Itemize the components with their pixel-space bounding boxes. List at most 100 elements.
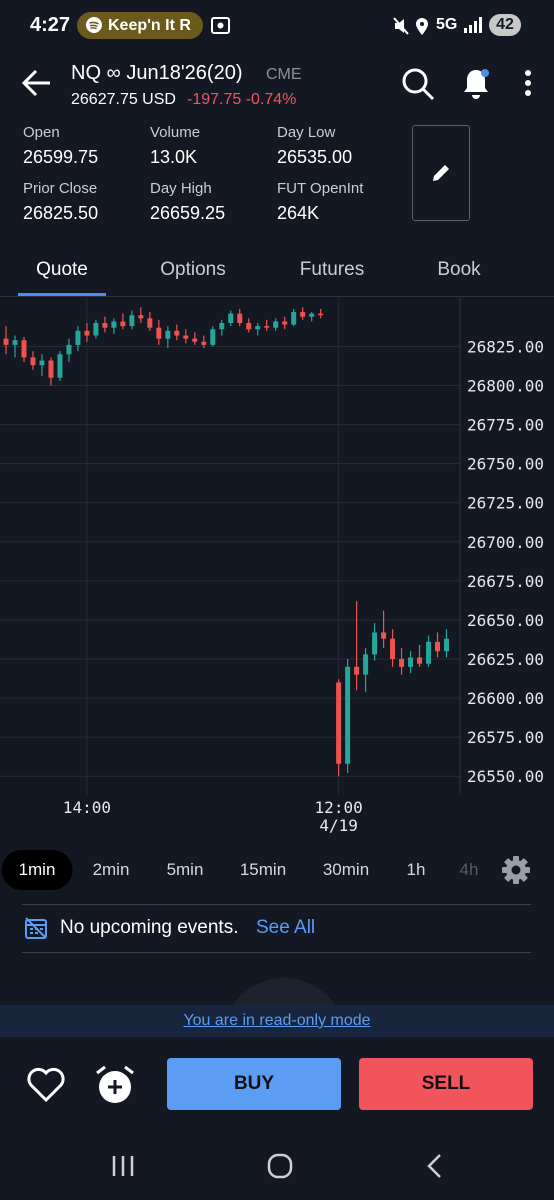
edit-button[interactable] [412,125,470,221]
y-tick-label: 26775.00 [467,416,544,435]
candle-body [165,330,171,339]
stat-label: Day Low [277,124,336,141]
events-text: No upcoming events. [60,917,239,938]
candle-body [93,323,99,336]
alerts-button[interactable] [460,66,494,102]
candle-body [354,666,360,675]
candle-body [417,657,423,664]
timeframe-option[interactable]: 5min [166,860,204,879]
candle-body [309,313,315,317]
x-tick-sublabel: 4/19 [319,816,358,835]
stat-label: Volume [150,124,201,141]
price-change: -197.75 -0.74% [187,91,297,108]
network: 5G [436,16,458,33]
candle-body [246,323,252,330]
candle-body [300,312,306,317]
stat-value: 26825.50 [23,203,99,223]
tab[interactable]: Options [160,259,226,280]
tab[interactable]: Book [437,259,481,280]
candle-body [399,659,405,667]
candle-body [102,323,108,328]
timeframe-option[interactable]: 15min [239,860,287,879]
favorite-button[interactable] [25,1064,67,1104]
timeframe-option[interactable]: 1min [1,850,73,890]
candle-body [21,340,27,358]
candle-body [390,638,396,660]
y-tick-label: 26825.00 [467,337,544,356]
candle-body [219,323,225,330]
candle-body [84,330,90,336]
exchange: CME [266,66,302,83]
candle-body [120,321,126,327]
nav-bar [112,1153,441,1179]
signal-icon [464,17,482,33]
stat-value: 264K [277,203,320,223]
y-tick-label: 26650.00 [467,611,544,630]
divider [22,904,531,905]
media-pill[interactable]: Keep'n It R [77,12,203,39]
buy-button[interactable]: BUY [167,1058,341,1110]
candle-body [3,338,9,345]
candle-body [12,340,18,345]
timeframe-option[interactable]: 1h [406,860,426,879]
see-all-link[interactable]: See All [256,917,316,938]
back-button[interactable] [20,66,54,100]
stat-label: Day High [150,180,212,197]
x-tick-label: 14:00 [63,798,111,817]
stat-label: Prior Close [23,180,98,197]
candle-body [147,318,153,328]
stat-value: 26659.25 [150,203,226,223]
search-button[interactable] [400,66,436,102]
candle-body [255,326,261,330]
candle-body [201,341,207,345]
x-tick-label: 12:00 [315,798,363,817]
candle-body [291,312,297,325]
candle-body [336,682,342,764]
candle-body [264,326,270,328]
candle-body [444,638,450,652]
timeframe-option[interactable]: 30min [322,860,370,879]
tab-divider [0,296,554,297]
spotify-icon [86,17,102,33]
candle-body [345,666,351,764]
y-tick-label: 26575.00 [467,728,544,747]
calendar-off-icon [25,917,47,939]
timeframe-option[interactable]: 2min [92,860,130,879]
candle-body [426,641,432,664]
read-only-banner[interactable]: You are in read-only mode [0,1005,554,1037]
y-tick-label: 26750.00 [467,455,544,474]
sell-button[interactable]: SELL [359,1058,533,1110]
y-tick-label: 26675.00 [467,572,544,591]
candle-body [363,654,369,675]
tab-indicator [18,293,106,296]
alarm-button[interactable] [93,1063,137,1107]
y-tick-label: 26800.00 [467,377,544,396]
candle-body [66,344,72,355]
candle-body [273,321,279,328]
candle-body [318,313,324,316]
status-icons [393,17,428,35]
y-tick-label: 26700.00 [467,533,544,552]
tab[interactable]: Futures [299,259,365,280]
media-title: Keep'n It R [108,17,191,34]
settings-button[interactable] [500,854,532,886]
candle-body [237,313,243,324]
menu-button[interactable] [518,68,538,100]
candle-body [138,315,144,319]
tab[interactable]: Quote [36,259,88,280]
price: 26627.75 USD [71,91,176,108]
y-tick-label: 26725.00 [467,494,544,513]
candle-body [381,632,387,639]
screenshot-icon [211,17,230,34]
candle-body [129,315,135,327]
price-chart: 26550.00 26575.00 26600.00 26625.00 26650.00… [0,298,544,835]
stat-label: FUT OpenInt [277,180,364,197]
candle-body [282,321,288,325]
status-time: 4:27 [30,14,71,36]
candle-body [156,327,162,339]
timeframe-option[interactable]: 4h [459,860,479,879]
battery: 42 [489,14,521,36]
stat-value: 26535.00 [277,147,353,167]
y-tick-label: 26625.00 [467,650,544,669]
candle-body [48,360,54,378]
